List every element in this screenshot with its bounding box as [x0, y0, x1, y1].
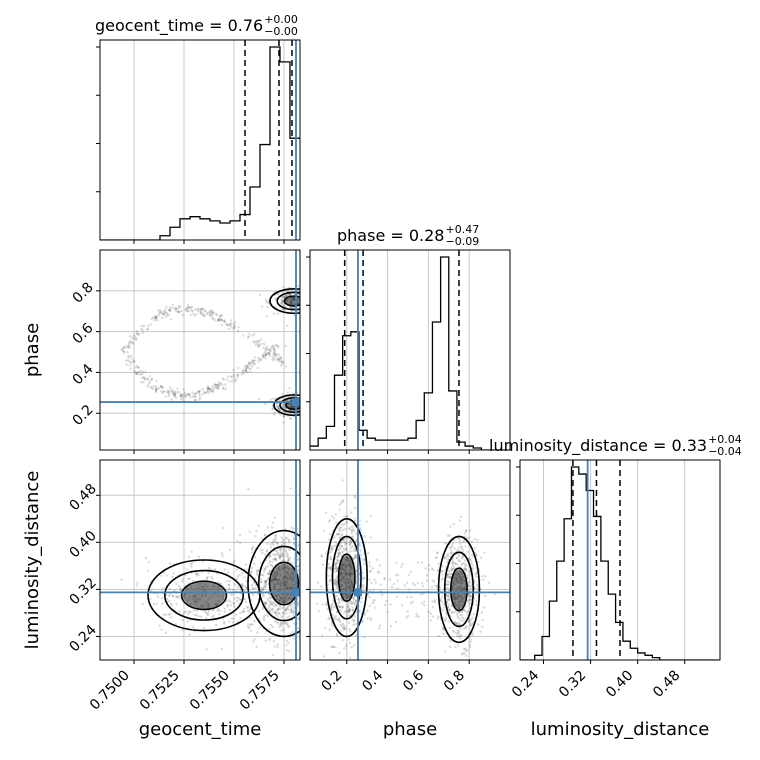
hist-luminosity_distance-xtick-label-2: 0.40	[603, 668, 636, 701]
scatter-phase-luminosity_distance-xtick-label-1: 0.4	[359, 667, 386, 694]
title-minus-luminosity_distance: −0.04	[708, 445, 742, 458]
contours-phase-luminosity_distance	[325, 518, 481, 644]
scatter-geocent_time-phase-frame	[99, 249, 301, 451]
truth-marker-geocent_time-phase	[292, 398, 300, 407]
title-minus-phase: −0.09	[445, 235, 479, 248]
scatter-geocent_time-luminosity_distance-frame	[99, 459, 301, 661]
hist-steps-luminosity_distance	[520, 466, 719, 660]
scatter-content-geocent_time-phase	[100, 250, 300, 450]
contour-geocent_time-luminosity_distance-0-1	[258, 545, 300, 622]
scatter-geocent_time-luminosity_distance-ytick-label-1: 0.32	[66, 575, 99, 608]
title-geocent_time: geocent_time = 0.76 +0.00−0.00	[95, 13, 298, 38]
contour-geocent_time-luminosity_distance-1-1	[164, 569, 245, 621]
y-label-luminosity-distance: luminosity_distance	[22, 471, 43, 650]
titles: geocent_time = 0.76 +0.00−0.00 phase = 0.2…	[95, 13, 742, 458]
contour-geocent_time-luminosity_distance-0-2	[268, 561, 300, 606]
hist-content-phase	[310, 250, 510, 450]
hist-panel-phase	[306, 249, 511, 454]
scatter-geocent_time-phase-ytick-label-3: 0.8	[70, 279, 97, 306]
contour-geocent_time-luminosity_distance-0-0	[247, 529, 300, 638]
contour-phase-luminosity_distance-0-0	[325, 518, 368, 638]
title-plus-phase: +0.47	[445, 223, 479, 236]
hist-steps-geocent_time	[100, 46, 300, 240]
axis-labels: geocent_time phase luminosity_distance p…	[22, 323, 709, 740]
contour-core-geocent_time-luminosity_distance-0	[270, 563, 298, 604]
scatter-points-geocent_time-luminosity_distance	[120, 487, 300, 657]
title-plus-geocent_time: +0.00	[264, 13, 298, 26]
scatter-geocent_time-luminosity_distance-xtick-label-1: 0.7525	[137, 668, 183, 714]
contour-geocent_time-phase-1-0	[269, 287, 300, 315]
hist-luminosity_distance-xtick-label-1: 0.32	[556, 668, 589, 701]
contours-geocent_time-luminosity_distance	[147, 529, 300, 638]
contour-core-phase-luminosity_distance-0	[339, 555, 355, 600]
hist-steps-phase	[310, 256, 510, 450]
scatter-geocent_time-phase-ytick-label-1: 0.4	[70, 361, 97, 388]
scatter-phase-luminosity_distance-xtick-label-0: 0.2	[319, 668, 346, 695]
title-text-geocent_time: geocent_time = 0.76	[95, 16, 263, 36]
scatter-geocent_time-luminosity_distance-ytick-label-0: 0.24	[66, 622, 99, 655]
x-label-geocent-time: geocent_time	[139, 719, 262, 740]
title-text-luminosity_distance: luminosity_distance = 0.33	[489, 436, 707, 456]
title-text-phase: phase = 0.28	[337, 226, 444, 245]
scatter-geocent_time-luminosity_distance-xtick-label-3: 0.7575	[237, 668, 283, 714]
truth-marker-phase-luminosity_distance	[353, 588, 362, 597]
contour-phase-luminosity_distance-1-2	[450, 567, 468, 612]
y-label-phase: phase	[22, 323, 43, 377]
scatter-phase-luminosity_distance-xtick-label-2: 0.6	[400, 667, 427, 694]
scatter-geocent_time-luminosity_distance-xtick-label-0: 0.7500	[87, 668, 133, 714]
scatter-geocent_time-luminosity_distance-ytick-label-2: 0.40	[66, 528, 99, 561]
title-luminosity_distance: luminosity_distance = 0.33 +0.04−0.04	[489, 433, 742, 458]
scatter-panel-geocent_time-luminosity_distance: 0.7500 0.7525 0.7550 0.7575 0.24 0.32 0.40 0.48	[66, 459, 301, 714]
hist-panel-luminosity_distance: 0.24 0.32 0.40 0.48	[509, 459, 721, 701]
hist-geocent_time-frame	[99, 39, 301, 241]
contour-core-phase-luminosity_distance-1	[451, 569, 467, 610]
title-phase: phase = 0.28 +0.47−0.09	[337, 223, 479, 248]
scatter-panel-geocent_time-phase: 0.2 0.4 0.6 0.8	[70, 249, 301, 454]
scatter-phase-luminosity_distance-frame	[309, 459, 511, 661]
hist-content-geocent_time	[100, 40, 300, 240]
contour-phase-luminosity_distance-1-1	[443, 551, 475, 628]
x-label-luminosity-distance: luminosity_distance	[531, 719, 710, 740]
hist-panel-geocent_time	[96, 39, 301, 244]
hist-luminosity_distance-xtick-label-0: 0.24	[509, 667, 542, 700]
contour-phase-luminosity_distance-1-0	[437, 535, 481, 644]
contour-geocent_time-phase-0-1	[279, 397, 300, 414]
contour-geocent_time-luminosity_distance-1-0	[147, 559, 261, 632]
scatter-panel-phase-luminosity_distance: 0.2 0.4 0.6 0.8	[306, 459, 511, 695]
contour-phase-luminosity_distance-0-2	[337, 553, 356, 602]
panels: 0.24 0.32 0.40 0.48 0.2 0.4 0.6 0.8 0.7500 0.7525…	[66, 39, 721, 714]
contour-geocent_time-phase-0-0	[273, 394, 300, 417]
contour-geocent_time-phase-1-2	[283, 295, 300, 307]
contour-phase-luminosity_distance-0-1	[331, 535, 362, 620]
truth-marker-geocent_time-luminosity_distance	[292, 588, 300, 597]
x-label-phase: phase	[383, 719, 437, 740]
scatter-geocent_time-luminosity_distance-ytick-label-3: 0.48	[66, 481, 99, 514]
hist-luminosity_distance-frame	[519, 459, 721, 661]
scatter-content-phase-luminosity_distance	[310, 460, 510, 660]
contour-geocent_time-luminosity_distance-1-2	[180, 580, 228, 611]
hist-luminosity_distance-xtick-label-3: 0.48	[650, 668, 683, 701]
title-minus-geocent_time: −0.00	[264, 25, 298, 38]
scatter-geocent_time-luminosity_distance-xtick-label-2: 0.7550	[187, 668, 233, 714]
title-plus-luminosity_distance: +0.04	[708, 433, 742, 446]
hist-content-luminosity_distance	[520, 460, 719, 660]
hist-phase-frame	[309, 249, 511, 451]
contour-core-geocent_time-luminosity_distance-1	[183, 582, 225, 609]
contour-geocent_time-phase-1-1	[276, 291, 300, 311]
scatter-geocent_time-phase-ytick-label-2: 0.6	[70, 320, 97, 347]
scatter-geocent_time-phase-ytick-label-0: 0.2	[70, 402, 97, 429]
scatter-content-geocent_time-luminosity_distance	[100, 460, 300, 660]
scatter-phase-luminosity_distance-xtick-label-3: 0.8	[441, 668, 468, 695]
